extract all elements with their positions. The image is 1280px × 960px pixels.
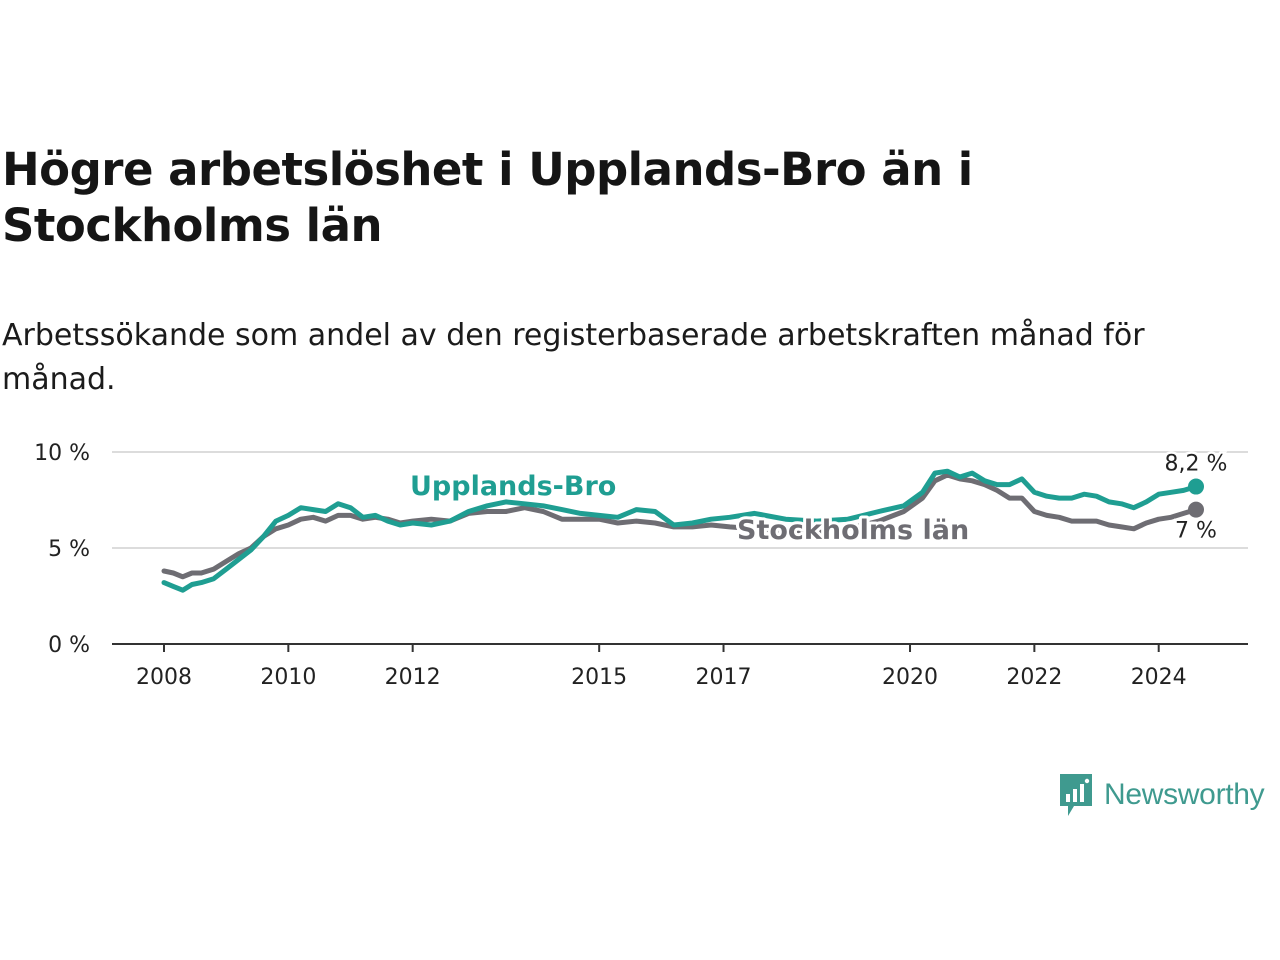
end-markers: 7 % 8,2 % xyxy=(1162,449,1230,546)
line-chart: 0 %5 %10 % 2008 2010 2012 2015 2017 2020 2022 2… xyxy=(34,441,1248,690)
series-line-upplands-bro xyxy=(161,468,1199,593)
bar-chart-bubble-icon xyxy=(1060,774,1092,816)
y-tick-label: 5 % xyxy=(48,537,90,562)
chart-subtitle: Arbetssökande som andel av den registerb… xyxy=(2,318,1145,397)
newsworthy-logo: Newsworthy xyxy=(1058,772,1265,818)
end-point-stockholms-l-n xyxy=(1188,501,1204,518)
x-tick-label: 2012 xyxy=(385,665,441,690)
x-tick-label: 2024 xyxy=(1131,665,1187,690)
series-label-upplands-bro: Upplands-Bro xyxy=(410,471,616,502)
series-label-stockholms-lan: Stockholms län xyxy=(737,515,969,546)
x-tick-label: 2017 xyxy=(696,665,752,690)
x-tick-label: 2020 xyxy=(882,665,938,690)
series-lines xyxy=(161,468,1199,593)
end-value-label-stockholms-l-n: 7 % xyxy=(1175,519,1217,544)
x-tick-label: 2008 xyxy=(136,665,192,690)
x-tick-label: 2010 xyxy=(260,665,316,690)
series-line-stockholms-l-n xyxy=(161,472,1199,580)
brand-name: Newsworthy xyxy=(1104,778,1265,811)
grid-lines xyxy=(112,451,1248,549)
series-labels: Upplands-Bro Stockholms län xyxy=(407,468,972,549)
x-axis: 2008 2010 2012 2015 2017 2020 2022 2024 xyxy=(112,643,1248,690)
end-point-upplands-bro xyxy=(1188,478,1204,495)
end-value-label-upplands-bro: 8,2 % xyxy=(1165,452,1228,477)
y-tick-label: 0 % xyxy=(48,633,90,658)
y-tick-label: 10 % xyxy=(34,441,90,466)
x-tick-label: 2015 xyxy=(571,665,627,690)
chart-title: Högre arbetslöshet i Upplands-Bro än i S… xyxy=(2,143,973,252)
y-axis-ticks: 0 % 5 % 10 % xyxy=(34,441,90,658)
x-tick-label: 2022 xyxy=(1006,665,1062,690)
